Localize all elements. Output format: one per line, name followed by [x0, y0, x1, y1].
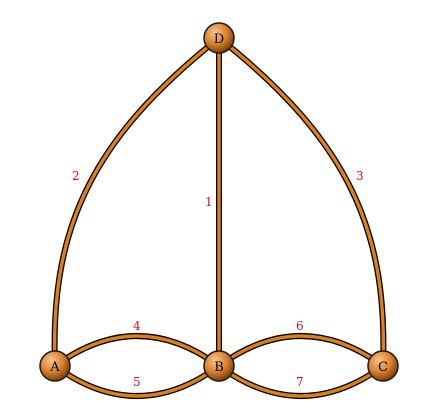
- edges-layer: 1 2 3 4 5 6: [51, 35, 387, 399]
- edge-6-B-C: 6: [216, 319, 386, 369]
- edge-label-5: 5: [133, 375, 141, 389]
- edge-5-A-B: 5: [52, 363, 222, 399]
- node-label-C: C: [378, 360, 388, 375]
- edge-label-2: 2: [72, 169, 80, 183]
- node-D: D: [203, 22, 235, 54]
- edge-label-1: 1: [205, 195, 213, 209]
- edge-2-A-D: 2: [51, 35, 222, 369]
- node-A: A: [39, 350, 71, 382]
- node-B: B: [203, 350, 235, 382]
- edge-label-4: 4: [133, 319, 141, 333]
- edge-7-B-C: 7: [216, 363, 386, 399]
- edge-label-7: 7: [296, 375, 304, 389]
- node-label-D: D: [214, 32, 224, 47]
- node-C: C: [367, 350, 399, 382]
- edge-4-A-B: 4: [52, 319, 222, 369]
- edge-3-C-D: 3: [216, 35, 387, 369]
- node-label-A: A: [49, 360, 60, 375]
- node-label-B: B: [214, 360, 224, 375]
- edge-1-B-D: 1: [205, 35, 222, 369]
- edge-label-3: 3: [356, 169, 364, 183]
- edge-label-6: 6: [296, 319, 304, 333]
- nodes-layer: D A B C: [39, 22, 399, 382]
